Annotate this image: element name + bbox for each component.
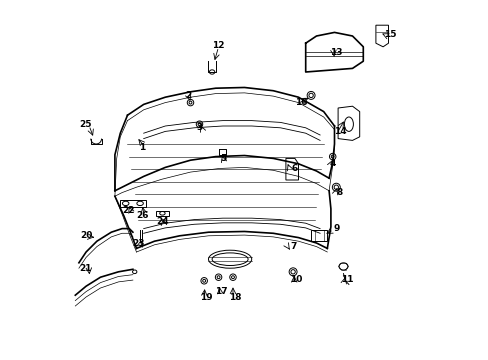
Text: 7: 7: [290, 242, 296, 251]
Text: 9: 9: [332, 224, 339, 233]
Text: 4: 4: [329, 159, 335, 168]
Text: 13: 13: [329, 48, 342, 57]
Text: 5: 5: [219, 154, 225, 163]
Text: 20: 20: [81, 231, 93, 240]
Text: 8: 8: [336, 188, 342, 197]
Text: 11: 11: [340, 275, 353, 284]
Text: 25: 25: [79, 120, 91, 129]
Text: 21: 21: [79, 264, 91, 273]
Text: 3: 3: [196, 123, 202, 132]
Text: 22: 22: [122, 206, 135, 215]
Text: 18: 18: [229, 292, 241, 301]
Text: 2: 2: [185, 91, 191, 100]
Text: 1: 1: [139, 143, 145, 152]
Text: 24: 24: [156, 217, 168, 226]
Text: 23: 23: [132, 239, 144, 248]
Text: 26: 26: [137, 211, 149, 220]
Text: 14: 14: [333, 127, 346, 136]
Text: 10: 10: [290, 275, 302, 284]
Text: 15: 15: [383, 30, 396, 39]
Text: 17: 17: [214, 287, 227, 296]
Text: 19: 19: [200, 292, 213, 301]
Text: 16: 16: [295, 98, 307, 107]
Text: 6: 6: [290, 164, 297, 173]
Text: 12: 12: [212, 41, 224, 50]
